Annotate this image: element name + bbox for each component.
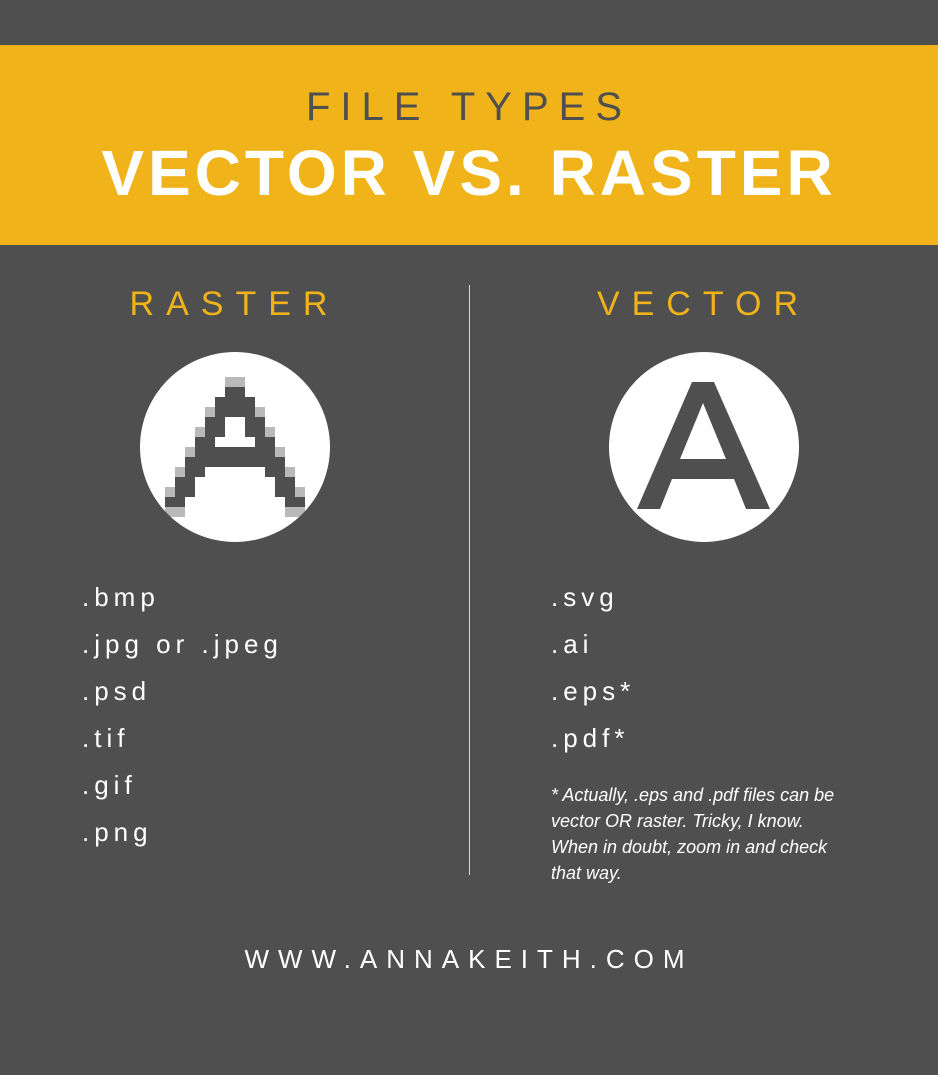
subtitle: FILE TYPES	[30, 85, 908, 130]
raster-file-list: .bmp .jpg or .jpeg .psd .tif .gif .png	[82, 582, 283, 864]
list-item: .psd	[82, 676, 283, 707]
vector-circle	[609, 352, 799, 542]
list-item: .bmp	[82, 582, 283, 613]
raster-heading: RASTER	[130, 285, 340, 324]
list-item: .gif	[82, 770, 283, 801]
list-item: .svg	[551, 582, 635, 613]
raster-a-icon	[155, 367, 315, 527]
vector-heading: VECTOR	[597, 285, 810, 324]
raster-circle	[140, 352, 330, 542]
list-item: .tif	[82, 723, 283, 754]
footnote: * Actually, .eps and .pdf files can be v…	[551, 782, 841, 886]
vector-a-icon	[624, 367, 784, 527]
list-item: .ai	[551, 629, 635, 660]
vector-column: VECTOR .svg .ai .eps* .pdf* * Actually, …	[469, 285, 878, 905]
raster-column: RASTER	[60, 285, 469, 905]
list-item: .pdf*	[551, 723, 635, 754]
list-item: .eps*	[551, 676, 635, 707]
header-band: FILE TYPES VECTOR VS. RASTER	[0, 45, 938, 245]
list-item: .jpg or .jpeg	[82, 629, 283, 660]
main-title: VECTOR VS. RASTER	[30, 136, 908, 210]
divider-line	[469, 285, 470, 875]
footer-url: WWW.ANNAKEITH.COM	[0, 944, 938, 975]
list-item: .png	[82, 817, 283, 848]
vector-file-list: .svg .ai .eps* .pdf*	[551, 582, 635, 770]
content-area: RASTER	[0, 245, 938, 905]
